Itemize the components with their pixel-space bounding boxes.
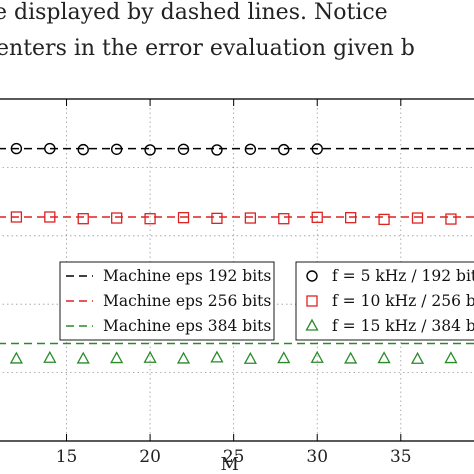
caption-line-2: enters in the error evaluation given b	[0, 36, 415, 61]
data-point-square	[77, 213, 89, 225]
data-point-triangle	[344, 351, 358, 364]
x-axis-ticks: 15 20 25 30 35	[56, 99, 412, 467]
data-point-triangle	[143, 350, 157, 363]
x-tick-label: 20	[139, 447, 161, 467]
x-tick-label: 35	[390, 447, 412, 467]
data-point-triangle	[444, 351, 458, 364]
plot-frame	[0, 98, 474, 442]
legend-entry-label: Machine eps 256 bits	[103, 292, 271, 310]
data-point-square	[311, 211, 323, 223]
x-tick-label: 30	[306, 447, 328, 467]
legend-marker-triangle	[305, 318, 319, 331]
data-point-square	[10, 211, 23, 223]
data-point-triangle	[377, 351, 391, 364]
data-point-circle	[77, 143, 89, 156]
data-point-circle	[110, 143, 123, 155]
data-point-circle	[10, 142, 23, 155]
x-axis-label: M	[220, 454, 238, 474]
legend-entry-label: f = 10 kHz / 256 bits	[332, 292, 474, 310]
data-point-square	[244, 212, 257, 224]
data-point-square	[177, 212, 190, 224]
data-point-triangle	[9, 351, 23, 364]
data-markers	[9, 142, 458, 364]
data-point-triangle	[110, 351, 124, 364]
legend-box	[59, 261, 275, 341]
data-point-triangle	[176, 351, 191, 364]
data-point-triangle	[43, 350, 57, 363]
legend-lines: Machine eps 192 bits Machine eps 256 bits…	[59, 261, 275, 341]
data-point-square	[111, 212, 123, 224]
data-point-square	[144, 213, 156, 225]
data-point-circle	[44, 142, 56, 155]
data-point-triangle	[310, 350, 324, 363]
data-point-triangle	[277, 351, 291, 364]
data-point-triangle	[243, 351, 257, 364]
x-tick-label: 25	[223, 447, 245, 467]
legend-marker-circle	[306, 270, 318, 282]
data-point-triangle	[76, 351, 90, 364]
legend-markers: f = 5 kHz / 192 bits f = 10 kHz / 256 bit…	[295, 261, 474, 341]
data-point-circle	[177, 143, 190, 155]
caption-line-1: e displayed by dashed lines. Notice	[0, 0, 388, 25]
data-point-square	[345, 212, 357, 224]
data-point-square	[378, 213, 390, 226]
data-point-triangle	[210, 350, 224, 363]
data-point-circle	[278, 143, 290, 156]
data-point-circle	[211, 144, 223, 156]
legend-entry-label: f = 5 kHz / 192 bits	[332, 267, 474, 285]
data-point-square	[445, 213, 457, 225]
data-point-circle	[244, 143, 257, 155]
legend-box	[295, 261, 474, 341]
legend-entry-label: f = 15 kHz / 384 bits	[332, 317, 474, 335]
x-tick-label: 15	[56, 447, 78, 467]
data-point-square	[411, 212, 424, 224]
legend-marker-square	[306, 295, 318, 307]
data-point-circle	[311, 143, 323, 155]
data-point-square	[44, 211, 56, 223]
data-point-triangle	[410, 351, 425, 364]
legend-entry-label: Machine eps 384 bits	[103, 317, 271, 335]
data-point-square	[211, 212, 223, 225]
legend-entry-label: Machine eps 192 bits	[103, 267, 271, 285]
data-point-circle	[144, 144, 156, 156]
data-point-square	[278, 213, 290, 225]
